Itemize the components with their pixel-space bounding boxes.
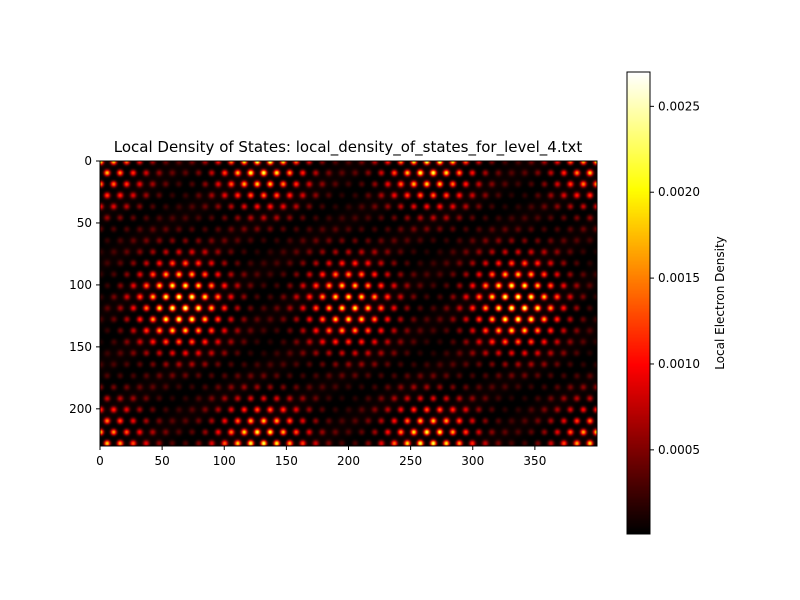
y-tick-label: 150 [69,340,92,354]
x-tick-label: 0 [96,454,104,468]
chart-title: Local Density of States: local_density_o… [114,138,583,157]
colorbar-tick-label: 0.0010 [658,357,700,371]
colorbar-tick-label: 0.0025 [658,99,700,113]
colorbar-axis: 0.0005 0.0010 0.0015 0.0020 0.0025 [650,99,700,457]
y-axis: 0 50 100 150 200 [69,154,100,416]
y-tick-label: 200 [69,402,92,416]
colorbar-tick-label: 0.0020 [658,185,700,199]
colorbar-tick-label: 0.0005 [658,443,700,457]
x-tick-label: 100 [213,454,236,468]
y-tick-label: 100 [69,278,92,292]
y-tick-label: 50 [77,216,92,230]
colorbar-gradient [627,72,650,534]
x-tick-label: 150 [275,454,298,468]
x-tick-label: 250 [399,454,422,468]
colorbar-frame [626,71,651,535]
x-tick-label: 350 [523,454,546,468]
colorbar-label: Local Electron Density [713,236,727,370]
x-tick-label: 200 [337,454,360,468]
y-tick-label: 0 [84,154,92,168]
x-tick-label: 50 [154,454,169,468]
heatmap-image [100,161,597,446]
colorbar-tick-label: 0.0015 [658,271,700,285]
x-axis: 0 50 100 150 200 250 300 350 [96,446,546,468]
x-tick-label: 300 [461,454,484,468]
